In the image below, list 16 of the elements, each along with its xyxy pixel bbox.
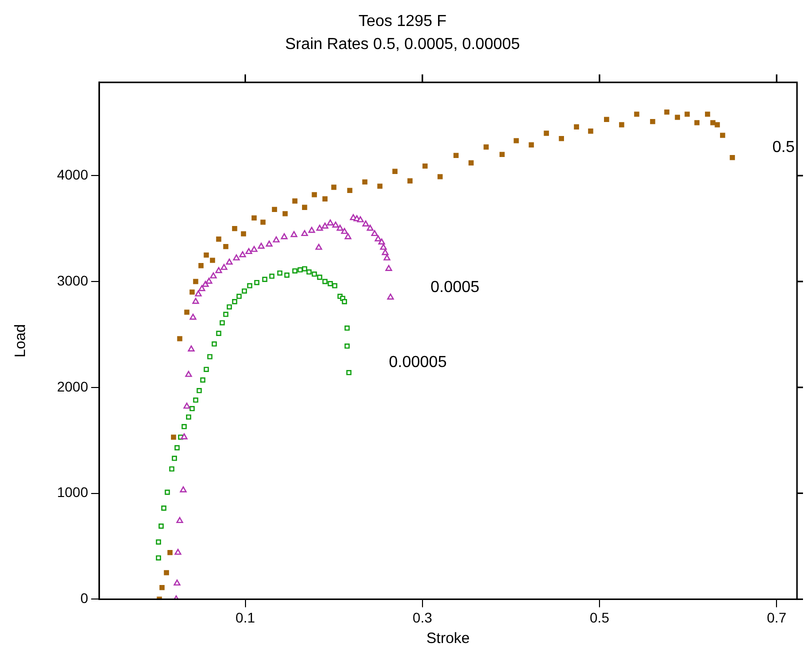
x-axis-title: Stroke [426,630,470,648]
chart-title: Teos 1295 F [358,13,447,30]
y-tick-label: 2000 [56,378,88,394]
text: 0.5 [772,138,795,156]
x-tick-label: 0.5 [590,609,610,626]
text: 0.0005 [430,278,480,296]
y-axis-title: Load [12,324,30,358]
x-tick-label: 0.7 [766,609,787,626]
chart-subtitle: Srain Rates 0.5, 0.0005, 0.00005 [285,36,520,54]
x-tick-label: 0.3 [412,609,432,626]
text: 0.00005 [388,354,447,371]
y-tick-label: 3000 [56,272,88,288]
y-tick-label: 1000 [56,484,88,500]
y-tick-label: 4000 [56,166,88,182]
y-tick-label: 0 [80,590,88,606]
x-tick-label: 0.1 [236,609,256,626]
